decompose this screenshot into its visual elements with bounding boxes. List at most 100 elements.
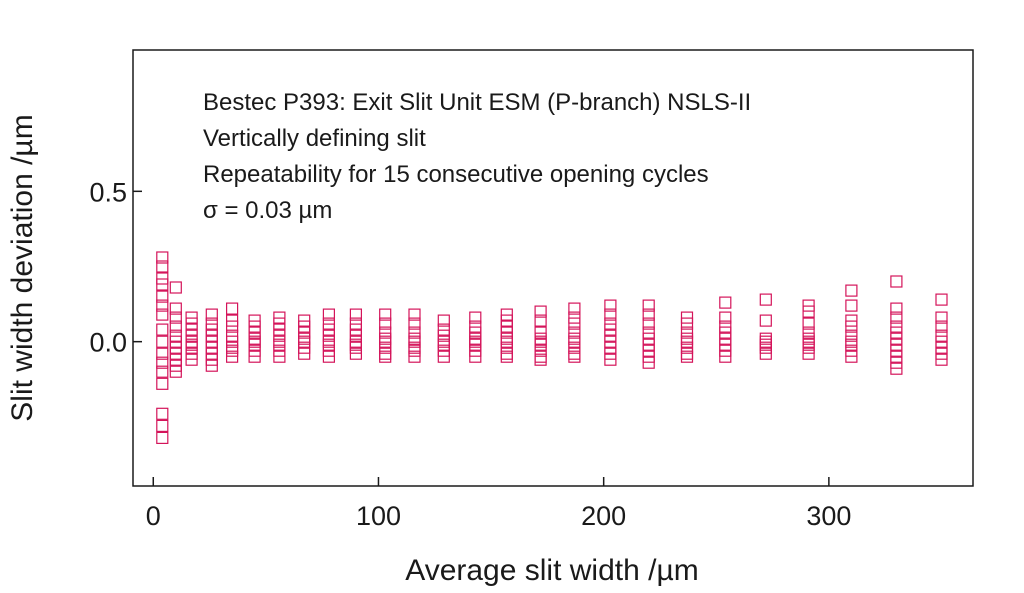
data-point — [437, 314, 450, 327]
plot-frame — [132, 49, 974, 487]
y-axis-title: Slit width deviation /µm — [6, 114, 39, 421]
data-point — [568, 317, 581, 330]
data-point — [845, 320, 858, 333]
data-point — [604, 353, 617, 366]
y-tick-label: 0.5 — [89, 177, 127, 207]
data-point — [759, 293, 772, 306]
data-point — [169, 320, 182, 333]
data-point — [500, 326, 513, 339]
data-point — [185, 323, 198, 336]
data-point — [322, 323, 335, 336]
data-point — [169, 365, 182, 378]
data-markers — [156, 251, 948, 444]
data-point — [156, 278, 169, 291]
data-point — [534, 326, 547, 339]
data-point — [719, 326, 732, 339]
data-point — [226, 302, 239, 315]
annotation-line: Repeatability for 15 consecutive opening… — [203, 161, 709, 188]
data-point — [604, 323, 617, 336]
data-point — [845, 350, 858, 363]
data-point — [156, 407, 169, 420]
x-tick-label: 0 — [146, 501, 161, 531]
data-point — [437, 323, 450, 336]
data-point — [156, 335, 169, 348]
data-point — [534, 314, 547, 327]
annotation-line: Bestec P393: Exit Slit Unit ESM (P-branc… — [203, 89, 751, 116]
data-point — [408, 326, 421, 339]
data-point — [156, 377, 169, 390]
data-point — [759, 347, 772, 360]
data-point — [568, 302, 581, 315]
data-point — [273, 350, 286, 363]
data-point — [349, 347, 362, 360]
data-point — [169, 302, 182, 315]
data-point — [156, 419, 169, 432]
data-point — [642, 308, 655, 321]
data-point — [935, 353, 948, 366]
data-point — [156, 290, 169, 303]
data-point — [680, 326, 694, 339]
data-point — [248, 326, 261, 339]
data-point — [890, 302, 903, 315]
data-point — [156, 323, 169, 336]
data-point — [642, 326, 655, 339]
data-point — [642, 299, 655, 312]
data-point — [719, 311, 732, 324]
axis-ticks: 0 100 200 300 0.0 0.5 — [89, 177, 851, 531]
x-axis-title: Average slit width /µm — [405, 554, 699, 587]
data-point — [890, 275, 903, 288]
data-point — [642, 356, 655, 369]
data-point — [534, 305, 547, 318]
y-tick-label: 0.0 — [89, 328, 127, 358]
data-point — [205, 308, 218, 321]
data-point — [935, 311, 948, 324]
data-point — [469, 326, 482, 339]
data-point — [802, 317, 815, 330]
data-point — [802, 347, 815, 360]
data-point — [802, 305, 815, 318]
data-point — [185, 353, 198, 366]
x-tick-label: 200 — [581, 501, 626, 531]
data-point — [156, 308, 169, 321]
data-point — [379, 350, 392, 363]
data-point — [156, 299, 169, 312]
data-point — [156, 365, 169, 378]
data-point — [680, 350, 694, 363]
data-point — [226, 320, 239, 333]
data-point — [408, 317, 421, 330]
data-point — [890, 362, 903, 375]
data-point — [156, 431, 169, 444]
data-point — [379, 326, 392, 339]
data-point — [500, 350, 513, 363]
data-point — [719, 350, 732, 363]
data-point — [759, 314, 772, 327]
data-point — [156, 356, 169, 369]
data-point — [534, 353, 547, 366]
data-point — [604, 308, 617, 321]
data-point — [322, 350, 335, 363]
data-point — [169, 281, 182, 294]
data-point — [845, 284, 858, 297]
data-point — [802, 326, 815, 339]
x-tick-label: 300 — [806, 501, 851, 531]
annotation-line: σ = 0.03 µm — [203, 197, 332, 224]
data-point — [469, 350, 482, 363]
data-point — [408, 308, 421, 321]
data-point — [680, 317, 694, 330]
data-point — [205, 359, 218, 372]
data-point — [642, 317, 655, 330]
data-point — [156, 251, 169, 264]
data-point — [349, 308, 362, 321]
data-point — [437, 350, 450, 363]
data-point — [604, 299, 617, 312]
data-point — [248, 350, 261, 363]
data-point — [890, 311, 903, 324]
data-point — [226, 350, 239, 363]
data-point — [719, 296, 732, 309]
data-point — [156, 260, 169, 273]
data-point — [408, 350, 421, 363]
data-point — [568, 326, 581, 339]
data-point — [935, 293, 948, 306]
